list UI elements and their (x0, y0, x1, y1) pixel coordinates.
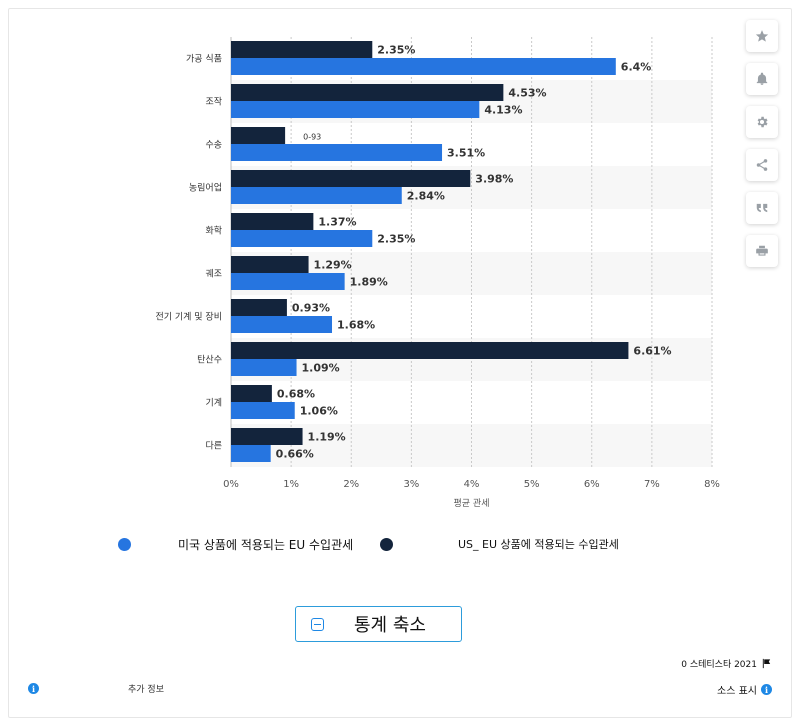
share-button[interactable] (746, 149, 778, 181)
x-tick-label: 0% (223, 479, 239, 490)
bar (231, 445, 271, 462)
x-tick-label: 7% (644, 479, 660, 490)
data-label: 3.98% (475, 173, 513, 186)
data-label: 1.68% (337, 319, 375, 332)
data-label: 1.06% (300, 405, 338, 418)
chart-toolbar (746, 20, 778, 278)
category-label: 전기 기계 및 장비 (155, 311, 222, 323)
category-label: 농림어업 (189, 182, 222, 194)
x-tick-label: 2% (343, 479, 359, 490)
collapse-icon (311, 618, 324, 631)
bar-chart: 0% 1% 2% 3% 4% 5% 6% 7% 8% 가공 식품 2.35% 6.4% 조작 4.53% 4… (0, 0, 740, 520)
bar (231, 273, 345, 290)
x-tick-label: 1% (283, 479, 299, 490)
bar (231, 385, 272, 402)
legend-item-eu-tariff[interactable]: 미국 상품에 적용되는 EU 수입관세 (118, 536, 353, 553)
bar (231, 359, 297, 376)
bar (231, 84, 503, 101)
settings-button[interactable] (746, 106, 778, 138)
category-label: 화학 (205, 226, 222, 237)
bar (231, 144, 442, 161)
category-label: 기계 (205, 397, 222, 409)
legend-label-us: US_ EU 상품에 적용되는 수입관세 (458, 536, 619, 552)
bar (231, 316, 332, 333)
bar (231, 428, 303, 445)
more-info[interactable]: i 추가 정보 (28, 682, 164, 695)
category-label: 가공 식품 (186, 54, 222, 65)
source-info-icon: i (761, 684, 772, 695)
print-button[interactable] (746, 235, 778, 267)
cite-button[interactable] (746, 192, 778, 224)
share-icon (755, 158, 769, 172)
bar (231, 402, 295, 419)
bar (231, 213, 313, 230)
bar (231, 256, 309, 273)
x-axis-title: 평균 관세 (454, 498, 490, 509)
quote-icon (755, 201, 769, 215)
flag-icon[interactable] (761, 658, 772, 669)
category-label: 궤조 (205, 269, 222, 280)
bar (231, 230, 372, 247)
bar (231, 187, 402, 204)
data-label: 0.66% (276, 448, 314, 461)
legend-dot-us (380, 538, 393, 551)
data-label: 0.68% (277, 388, 315, 401)
category-label: 조작 (205, 97, 222, 108)
category-label: 수송 (205, 140, 222, 151)
bar (231, 299, 287, 316)
data-label: 2.35% (377, 233, 415, 246)
category-label: 탄산수 (197, 355, 222, 366)
legend-item-us-tariff[interactable]: US_ EU 상품에 적용되는 수입관세 (380, 536, 619, 552)
data-label: 1.37% (318, 216, 356, 229)
bar (231, 170, 470, 187)
legend-dot-eu (118, 538, 131, 551)
notification-button[interactable] (746, 63, 778, 95)
bar (231, 342, 628, 359)
copyright-text: 0 스테티스타 2021 (681, 657, 757, 670)
legend-label-eu: 미국 상품에 적용되는 EU 수입관세 (178, 536, 353, 553)
info-icon: i (28, 683, 39, 694)
show-source[interactable]: 소스 표시 i (717, 682, 772, 697)
bar (231, 58, 616, 75)
data-label: 2.84% (407, 190, 445, 203)
bar (231, 127, 285, 144)
data-label: 0-93 (303, 133, 321, 142)
data-label: 1.89% (350, 276, 388, 289)
data-label: 1.29% (314, 259, 352, 272)
data-label: 6.4% (621, 61, 652, 74)
gear-icon (755, 115, 769, 129)
data-label: 4.13% (484, 104, 522, 117)
star-button[interactable] (746, 20, 778, 52)
data-label: 6.61% (633, 345, 671, 358)
data-label: 1.19% (308, 431, 346, 444)
data-label: 1.09% (302, 362, 340, 375)
x-tick-label: 3% (403, 479, 419, 490)
data-label: 0.93% (292, 302, 330, 315)
x-tick-label: 6% (584, 479, 600, 490)
data-label: 3.51% (447, 147, 485, 160)
print-icon (755, 244, 769, 258)
star-icon (755, 29, 769, 43)
data-label: 4.53% (508, 87, 546, 100)
x-tick-label: 4% (464, 479, 480, 490)
more-info-label: 추가 정보 (128, 682, 164, 695)
source-label: 소스 표시 (717, 682, 757, 697)
x-tick-label: 5% (524, 479, 540, 490)
data-label: 2.35% (377, 44, 415, 57)
bar (231, 101, 479, 118)
bar (231, 41, 372, 58)
x-tick-label: 8% (704, 479, 720, 490)
collapse-statistic-button[interactable]: 통계 축소 (295, 606, 462, 642)
bell-icon (755, 72, 769, 86)
copyright: 0 스테티스타 2021 (681, 657, 772, 670)
category-label: 다른 (205, 441, 222, 452)
collapse-label: 통계 축소 (354, 611, 426, 637)
